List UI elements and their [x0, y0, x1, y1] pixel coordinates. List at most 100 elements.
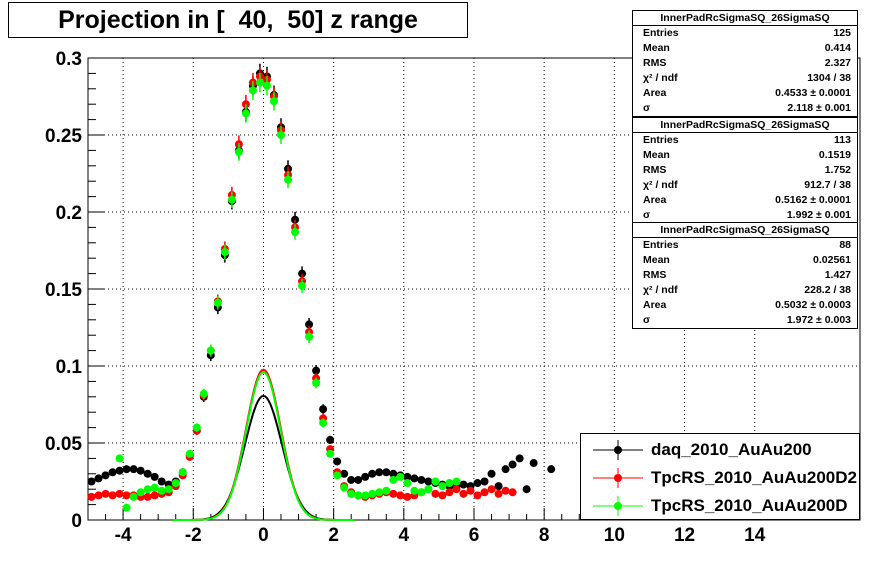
data-point — [347, 489, 356, 498]
data-point — [298, 281, 307, 290]
data-point — [241, 109, 250, 118]
stats-row-mean: Mean 0.1519 — [643, 149, 851, 161]
data-point — [206, 346, 215, 355]
y-tick-label: 0.3 — [56, 49, 82, 70]
data-point — [424, 477, 433, 486]
data-point — [487, 469, 496, 478]
chart-title: Projection in [ 40, 50] z range — [8, 2, 468, 38]
stats-row-chi2: χ² / ndf 1304 / 38 — [643, 72, 851, 84]
data-point — [157, 486, 166, 495]
data-point — [438, 491, 447, 500]
stats-title: InnerPadRcSigmaSQ_26SigmaSQ — [633, 11, 857, 26]
legend-label: daq_2010_AuAu200 — [651, 440, 812, 459]
data-point — [115, 466, 124, 475]
data-point — [522, 485, 531, 494]
legend-label: TpcRS_2010_AuAu200D2 — [651, 468, 857, 487]
stats-row-chi2: χ² / ndf 228.2 / 38 — [643, 284, 851, 296]
y-tick-label: 0.05 — [45, 434, 82, 455]
data-point — [403, 492, 412, 501]
fit-curve — [172, 368, 355, 521]
data-point — [410, 474, 419, 483]
data-point — [417, 488, 426, 497]
data-point — [508, 460, 517, 469]
data-point — [431, 489, 440, 498]
data-point — [333, 457, 342, 466]
data-point — [445, 488, 454, 497]
legend-entry: daq_2010_AuAu200 — [581, 436, 859, 464]
data-point — [389, 489, 398, 498]
data-point — [403, 479, 412, 488]
data-point — [529, 459, 538, 468]
legend-marker — [593, 468, 643, 488]
stats-row-mean: Mean 0.414 — [643, 42, 851, 54]
data-point — [101, 471, 110, 480]
data-point — [326, 435, 335, 444]
data-point — [143, 485, 152, 494]
data-point — [319, 418, 328, 427]
data-point — [143, 469, 152, 478]
data-point — [361, 491, 370, 500]
stats-row-rms: RMS 1.752 — [643, 164, 851, 176]
axis-ticks — [88, 57, 861, 521]
data-point — [136, 488, 145, 497]
data-point — [115, 489, 124, 498]
data-point — [178, 468, 187, 477]
data-point — [515, 454, 524, 463]
stats-row-area: Area 0.5162 ± 0.0001 — [643, 194, 851, 206]
data-point — [284, 175, 293, 184]
stats-box: InnerPadRcSigmaSQ_26SigmaSQ Entries 125 M… — [632, 10, 858, 117]
data-point — [122, 503, 131, 512]
data-point — [227, 195, 236, 204]
y-tick-label: 0.25 — [45, 126, 82, 147]
data-point — [87, 492, 96, 501]
data-point — [192, 423, 201, 432]
data-point — [164, 485, 173, 494]
stats-row-sigma: σ 1.972 ± 0.003 — [643, 314, 851, 326]
data-point — [108, 468, 117, 477]
fit-curves — [172, 368, 355, 521]
fit-curve — [172, 370, 355, 521]
x-tick-label: 10 — [604, 525, 625, 546]
x-tick-label: 2 — [328, 525, 339, 546]
data-point — [501, 486, 510, 495]
data-point — [501, 465, 510, 474]
data-point — [480, 488, 489, 497]
x-tick-labels: -4 -2 0 2 4 6 8 10 12 14 — [115, 525, 766, 546]
data-point — [87, 477, 96, 486]
data-point — [269, 97, 278, 106]
x-tick-label: -2 — [185, 525, 202, 546]
stats-title: InnerPadRcSigmaSQ_26SigmaSQ — [633, 118, 857, 133]
data-points — [87, 63, 556, 512]
data-point — [115, 454, 124, 463]
data-point — [312, 366, 321, 375]
data-point — [199, 389, 208, 398]
data-point — [410, 486, 419, 495]
stats-box: InnerPadRcSigmaSQ_26SigmaSQ Entries 113 M… — [632, 117, 858, 224]
stats-row-sigma: σ 2.118 ± 0.001 — [643, 102, 851, 114]
data-point — [122, 491, 131, 500]
data-point — [396, 472, 405, 481]
data-point — [340, 483, 349, 492]
data-point — [389, 475, 398, 484]
data-point — [129, 465, 138, 474]
stats-row-mean: Mean 0.02561 — [643, 254, 851, 266]
data-point — [375, 488, 384, 497]
data-point — [94, 491, 103, 500]
data-point — [319, 405, 328, 414]
data-point — [122, 465, 131, 474]
data-point — [494, 489, 503, 498]
data-point — [333, 471, 342, 480]
data-point — [382, 468, 391, 477]
data-point — [445, 479, 454, 488]
data-point — [438, 482, 447, 491]
x-tick-label: -4 — [115, 525, 132, 546]
data-point — [368, 489, 377, 498]
data-point — [340, 469, 349, 478]
stats-title: InnerPadRcSigmaSQ_26SigmaSQ — [633, 223, 857, 238]
y-tick-labels: 0 0.05 0.1 0.15 0.2 0.25 0.3 — [45, 49, 82, 532]
data-point — [473, 479, 482, 488]
y-tick-label: 0 — [71, 511, 82, 532]
data-point — [312, 378, 321, 387]
data-point — [305, 320, 314, 329]
legend-label: TpcRS_2010_AuAu200D — [651, 496, 848, 515]
